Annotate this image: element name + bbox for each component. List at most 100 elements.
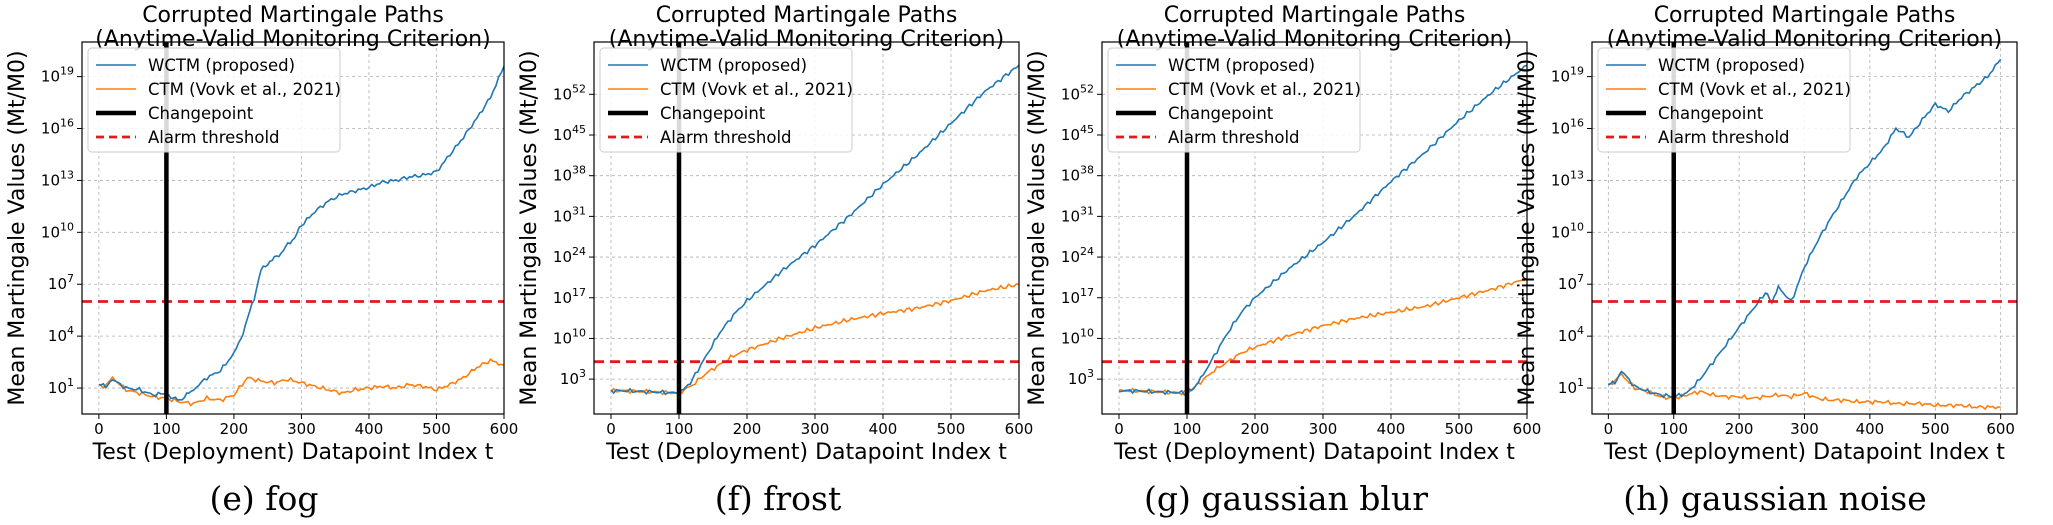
x-tick-label: 600 — [1513, 420, 1542, 438]
y-axis-label: Mean Martingale Values (Mt/M0) — [1515, 50, 1540, 405]
y-tick-label: 104 — [1558, 324, 1584, 345]
x-axis-label: Test (Deployment) Datapoint Index t — [92, 440, 494, 465]
legend-box — [1597, 47, 1851, 153]
legend-changepoint-label: Changepoint — [148, 104, 254, 123]
plot-frame — [81, 41, 505, 415]
x-tick-label: 100 — [152, 420, 181, 438]
y-tick-label: 1017 — [553, 286, 586, 307]
panel-caption: (g) gaussian blur — [1144, 479, 1428, 518]
y-axis-label: Mean Martingale Values (Mt/M0) — [5, 50, 30, 405]
chart-panel-0: 0 100 200 300 400 500 600 101 104 107 1010 1013 1016… — [5, 3, 518, 518]
y-tick-label: 1045 — [1061, 123, 1094, 144]
y-tick-label: 107 — [1558, 272, 1584, 293]
y-tick-label: 1038 — [1061, 164, 1094, 185]
legend-alarm-label: Alarm threshold — [1658, 128, 1790, 147]
y-tick-label: 1010 — [553, 326, 586, 347]
legend-box — [599, 47, 853, 153]
y-tick-label: 1045 — [553, 123, 586, 144]
x-tick-label: 0 — [606, 420, 616, 438]
x-tick-label: 200 — [1725, 420, 1754, 438]
y-tick-label: 1016 — [1551, 117, 1584, 138]
legend-ctm-label: CTM (Vovk et al., 2021) — [1658, 80, 1851, 99]
x-tick-label: 400 — [869, 420, 898, 438]
legend-alarm-label: Alarm threshold — [1168, 128, 1300, 147]
legend-ctm-label: CTM (Vovk et al., 2021) — [148, 80, 341, 99]
x-tick-label: 300 — [287, 420, 316, 438]
x-tick-label: 100 — [1659, 420, 1688, 438]
chart-panel-1: 0 100 200 300 400 500 600 103 1010 1017 1024 1031 10… — [517, 3, 1033, 518]
legend-alarm-label: Alarm threshold — [660, 128, 792, 147]
plot-frame — [593, 41, 1020, 415]
y-axis-label: Mean Martingale Values (Mt/M0) — [517, 50, 542, 405]
x-tick-label: 200 — [220, 420, 249, 438]
legend-box — [87, 47, 341, 153]
y-tick-label: 1024 — [1061, 245, 1094, 266]
y-tick-label: 1019 — [41, 65, 74, 86]
x-tick-label: 100 — [665, 420, 694, 438]
x-axis-label: Test (Deployment) Datapoint Index t — [1113, 440, 1515, 465]
chart-title-line1: Corrupted Martingale Paths — [1654, 3, 1956, 28]
chart-title-line1: Corrupted Martingale Paths — [142, 3, 444, 28]
y-tick-label: 103 — [560, 367, 586, 388]
y-tick-label: 1013 — [41, 168, 74, 189]
x-tick-label: 400 — [1377, 420, 1406, 438]
x-tick-label: 500 — [937, 420, 966, 438]
x-tick-label: 600 — [1986, 420, 2015, 438]
x-tick-label: 200 — [1241, 420, 1270, 438]
y-tick-label: 1031 — [1061, 204, 1094, 225]
legend-wctm-label: WCTM (proposed) — [660, 56, 807, 75]
y-tick-label: 1010 — [41, 220, 74, 241]
x-tick-label: 100 — [1173, 420, 1202, 438]
x-tick-label: 200 — [733, 420, 762, 438]
plot-frame — [1101, 41, 1528, 415]
x-axis-label: Test (Deployment) Datapoint Index t — [605, 440, 1007, 465]
y-axis-label: Mean Martingale Values (Mt/M0) — [1025, 50, 1050, 405]
x-tick-label: 400 — [355, 420, 384, 438]
y-tick-label: 1052 — [553, 82, 586, 103]
y-tick-label: 1019 — [1551, 65, 1584, 86]
y-tick-label: 1017 — [1061, 286, 1094, 307]
legend-changepoint-label: Changepoint — [660, 104, 766, 123]
y-tick-label: 1031 — [553, 204, 586, 225]
panel-caption: (e) fog — [210, 479, 319, 518]
chart-panel-2: 0 100 200 300 400 500 600 103 1010 1017 1024 1031 10… — [1025, 3, 1541, 518]
x-tick-label: 300 — [801, 420, 830, 438]
legend-ctm-label: CTM (Vovk et al., 2021) — [1168, 80, 1361, 99]
x-tick-label: 0 — [1604, 420, 1614, 438]
y-tick-label: 101 — [48, 376, 74, 397]
y-tick-label: 1052 — [1061, 82, 1094, 103]
x-tick-label: 0 — [1114, 420, 1124, 438]
x-tick-label: 300 — [1309, 420, 1338, 438]
chart-title-line1: Corrupted Martingale Paths — [656, 3, 958, 28]
panel-caption: (f) frost — [715, 479, 842, 518]
y-tick-label: 1038 — [553, 164, 586, 185]
x-tick-label: 500 — [1921, 420, 1950, 438]
x-tick-label: 500 — [1445, 420, 1474, 438]
x-tick-label: 500 — [422, 420, 451, 438]
y-tick-label: 101 — [1558, 376, 1584, 397]
x-tick-label: 600 — [1005, 420, 1034, 438]
x-axis-label: Test (Deployment) Datapoint Index t — [1603, 440, 2005, 465]
y-tick-label: 1024 — [553, 245, 586, 266]
chart-title-line1: Corrupted Martingale Paths — [1164, 3, 1466, 28]
panel-caption: (h) gaussian noise — [1623, 479, 1927, 518]
chart-panel-3: 0 100 200 300 400 500 600 101 104 107 1010 1013 1016… — [1515, 3, 2018, 518]
y-tick-label: 104 — [48, 324, 74, 345]
y-tick-label: 103 — [1068, 367, 1094, 388]
y-tick-label: 1016 — [41, 117, 74, 138]
y-tick-label: 107 — [48, 272, 74, 293]
legend-ctm-label: CTM (Vovk et al., 2021) — [660, 80, 853, 99]
x-tick-label: 600 — [490, 420, 519, 438]
legend-box — [1107, 47, 1361, 153]
legend-alarm-label: Alarm threshold — [148, 128, 280, 147]
legend-changepoint-label: Changepoint — [1658, 104, 1764, 123]
legend-changepoint-label: Changepoint — [1168, 104, 1274, 123]
x-tick-label: 300 — [1790, 420, 1819, 438]
legend-wctm-label: WCTM (proposed) — [1658, 56, 1805, 75]
y-tick-label: 1010 — [1061, 326, 1094, 347]
y-tick-label: 1013 — [1551, 168, 1584, 189]
x-tick-label: 0 — [94, 420, 104, 438]
x-tick-label: 400 — [1856, 420, 1885, 438]
legend-wctm-label: WCTM (proposed) — [148, 56, 295, 75]
